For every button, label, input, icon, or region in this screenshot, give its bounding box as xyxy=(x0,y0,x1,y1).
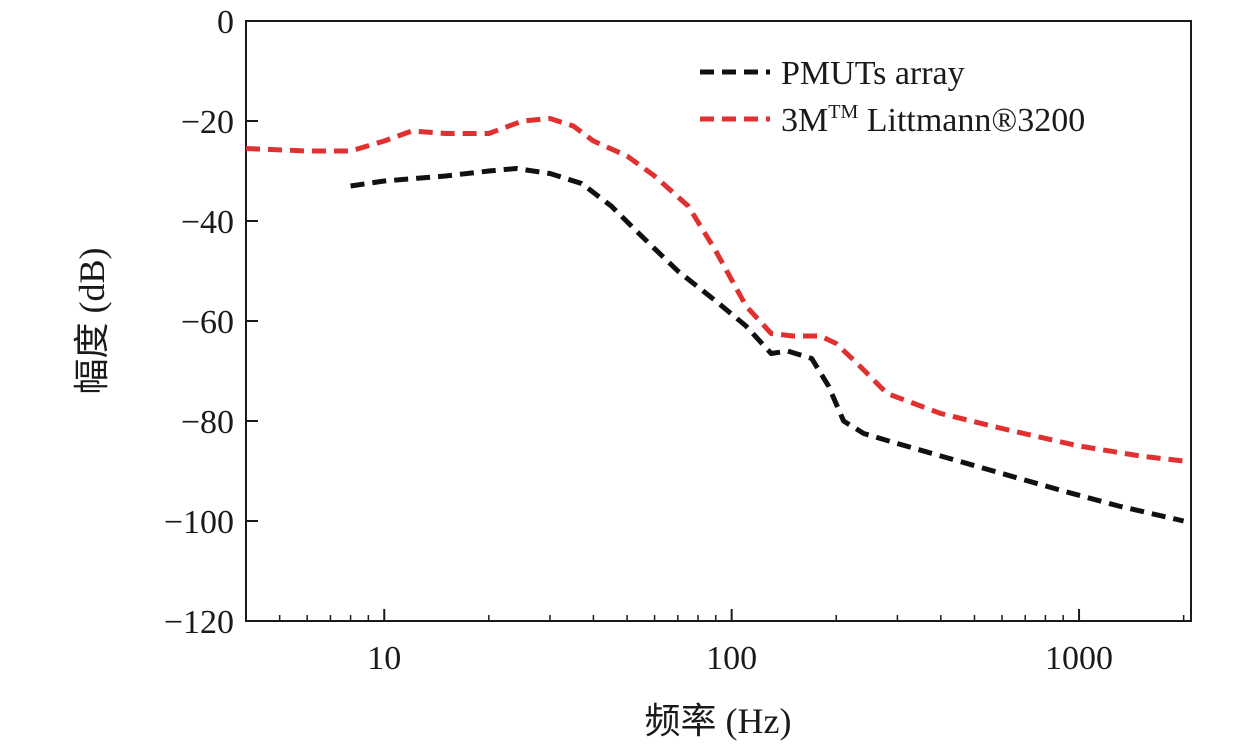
legend-label-pmuts: PMUTs array xyxy=(781,55,965,92)
legend-label-littmann-part-1: 3M xyxy=(781,102,828,139)
y-tick-label: −60 xyxy=(181,304,234,341)
y-tick-label: −20 xyxy=(181,104,234,141)
legend: PMUTs array 3MTM Littmann®3200 xyxy=(700,55,1085,139)
series-line-0 xyxy=(350,166,1185,524)
series-lines xyxy=(245,116,1185,524)
y-tick-label: −100 xyxy=(164,504,234,541)
x-tick-label: 100 xyxy=(706,640,757,677)
y-tick-label: 0 xyxy=(217,4,234,41)
axis-ticks xyxy=(245,20,1185,622)
y-tick-label: −80 xyxy=(181,404,234,441)
x-tick-label: 10 xyxy=(367,640,401,677)
legend-label-littmann-sup: TM xyxy=(828,101,858,123)
y-tick-label: −40 xyxy=(181,204,234,241)
series-line-1 xyxy=(245,116,1184,464)
y-tick-label: −120 xyxy=(164,604,234,641)
legend-label-littmann-part-2: Littmann®3200 xyxy=(858,102,1085,139)
x-axis-title: 频率 (Hz) xyxy=(645,701,792,741)
axis-tick-labels: 0 −20 −40 −60 −80 −100 −120 10 100 1000 xyxy=(164,4,1113,677)
y-axis-title: 幅度 (dB) xyxy=(72,248,112,395)
x-tick-label: 1000 xyxy=(1045,640,1113,677)
legend-label-littmann: 3MTM Littmann®3200 xyxy=(781,101,1085,139)
